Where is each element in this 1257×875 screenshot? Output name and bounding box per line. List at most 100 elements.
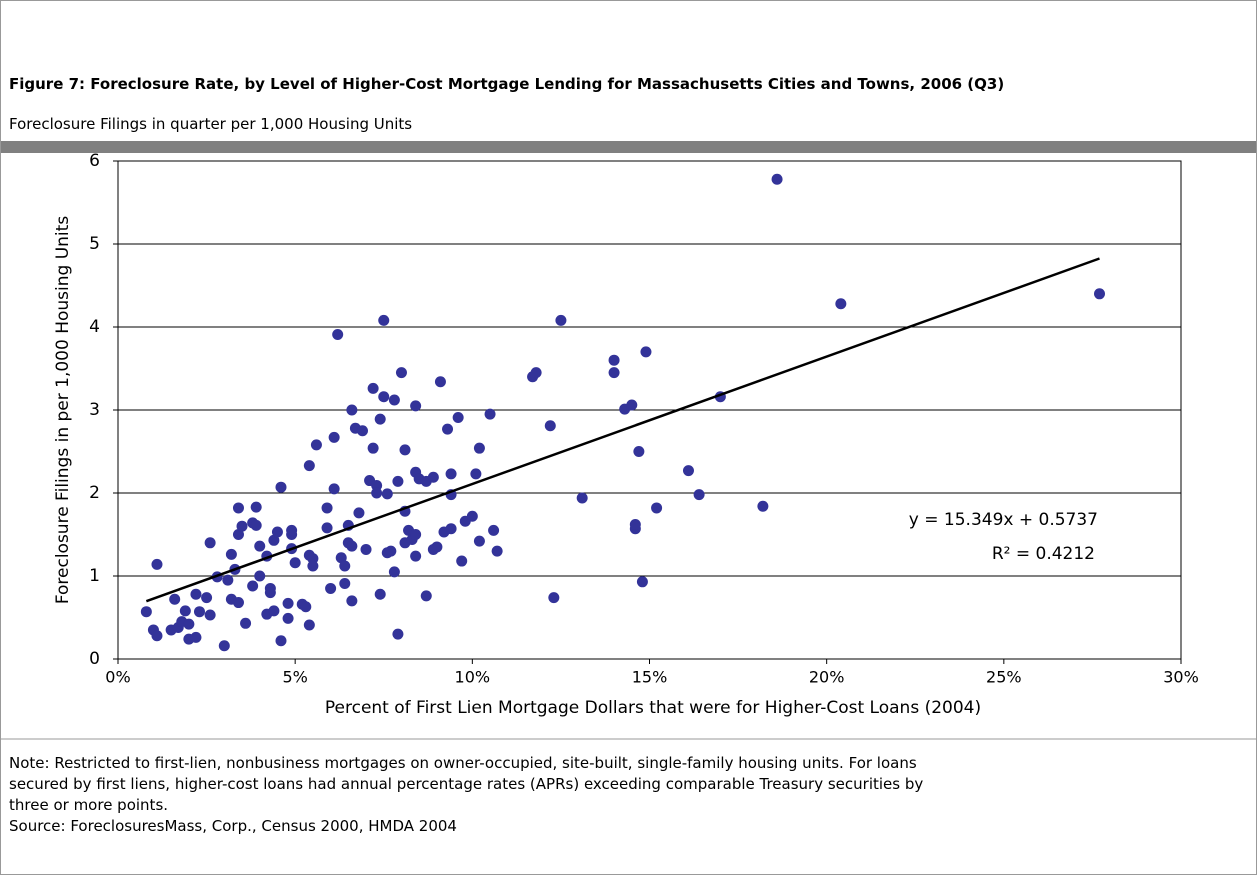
point (445, 468, 457, 480)
point (466, 510, 478, 522)
point (339, 560, 351, 572)
point (608, 367, 620, 379)
point (410, 529, 422, 540)
point (378, 314, 390, 326)
point (328, 431, 340, 443)
point (378, 391, 390, 403)
point (385, 545, 397, 557)
point (346, 404, 358, 416)
point (452, 411, 464, 423)
x-tick-label: 10% (455, 668, 491, 687)
x-tick-label: 5% (282, 668, 307, 687)
point (473, 442, 485, 454)
point (456, 555, 468, 567)
y-axis-label: Foreclosure Filings in per 1,000 Housing… (53, 216, 73, 604)
x-tick-label: 0% (105, 668, 130, 687)
point (470, 468, 482, 480)
point (835, 298, 847, 310)
point (236, 520, 248, 532)
trendline-equation: y = 15.349x + 0.5737 (909, 510, 1098, 530)
point (626, 399, 638, 411)
point (225, 548, 237, 560)
y-tick-label: 6 (89, 151, 100, 171)
point (410, 550, 422, 562)
x-tick-label: 15% (632, 668, 668, 687)
x-tick-label: 30% (1163, 668, 1199, 687)
point (636, 576, 648, 588)
point (445, 523, 457, 535)
point (399, 444, 411, 456)
point (250, 519, 262, 531)
point (491, 545, 503, 557)
y-tick-label: 1 (89, 566, 100, 586)
point (353, 507, 365, 519)
point (771, 173, 783, 185)
point (431, 541, 443, 553)
y-tick-label: 4 (89, 317, 100, 337)
trendline (145, 257, 1100, 603)
point (651, 502, 663, 514)
point (392, 628, 404, 640)
point (381, 488, 393, 500)
point (169, 593, 181, 605)
point (488, 524, 500, 536)
point (442, 423, 454, 435)
x-tick-label: 20% (809, 668, 845, 687)
point (484, 408, 496, 420)
point (576, 492, 588, 504)
point (140, 606, 152, 618)
x-tick-label: 25% (986, 668, 1022, 687)
point (640, 346, 652, 358)
point (151, 558, 163, 570)
note-line: Source: ForeclosuresMass, Corp., Census … (9, 817, 457, 835)
point (420, 590, 432, 602)
point (222, 574, 234, 586)
point (360, 543, 372, 555)
point (204, 609, 216, 621)
plot-border (117, 160, 1182, 660)
point (339, 577, 351, 589)
point (392, 475, 404, 487)
point (268, 534, 280, 546)
chart-title: Figure 7: Foreclosure Rate, by Level of … (9, 75, 1005, 93)
point (190, 588, 202, 600)
point (240, 617, 252, 629)
point (367, 382, 379, 394)
point (275, 481, 287, 493)
point (232, 529, 244, 540)
point (218, 640, 230, 652)
point (374, 588, 386, 600)
point (555, 314, 567, 326)
point (682, 465, 694, 477)
point (346, 540, 358, 552)
point (264, 587, 276, 599)
point (232, 597, 244, 609)
trendline-r2: R² = 0.4212 (992, 544, 1095, 564)
note-line: three or more points. (9, 796, 169, 814)
point (300, 601, 312, 613)
point (544, 420, 556, 432)
point (346, 595, 358, 607)
point (325, 582, 337, 594)
point (693, 489, 705, 501)
y-tick-label: 0 (89, 649, 100, 669)
point (434, 376, 446, 388)
point (367, 442, 379, 454)
point (303, 619, 315, 631)
point (247, 580, 259, 592)
point (371, 487, 383, 499)
point (629, 519, 641, 531)
point (410, 400, 422, 412)
point (1094, 288, 1106, 300)
point (388, 394, 400, 406)
point (151, 630, 163, 642)
point (757, 500, 769, 512)
point (633, 446, 645, 457)
point (204, 537, 216, 549)
point (183, 618, 195, 630)
note-line: secured by first liens, higher-cost loan… (9, 775, 924, 793)
point (332, 328, 344, 340)
point (303, 460, 315, 472)
point (232, 502, 244, 514)
